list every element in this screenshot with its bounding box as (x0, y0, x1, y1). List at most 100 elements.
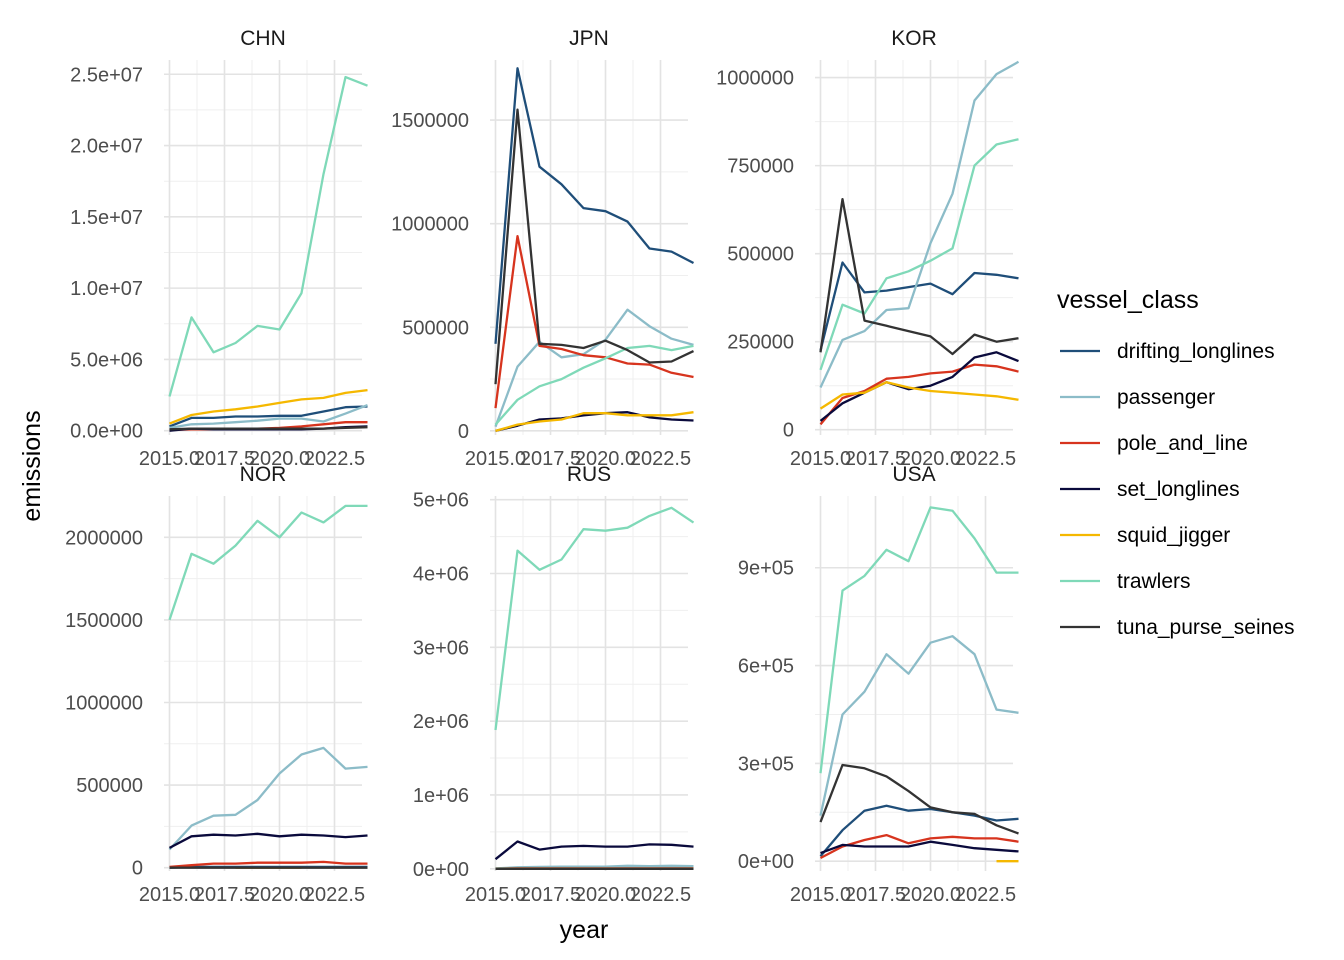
legend-item-passenger: passenger (1060, 386, 1215, 409)
y-tick-label: 5e+06 (413, 490, 469, 512)
y-tick-label: 2000000 (65, 527, 143, 549)
y-tick-label: 1.5e+07 (70, 207, 143, 229)
y-tick-label: 4e+06 (413, 564, 469, 586)
series-line-squid-jigger (495, 411, 694, 433)
x-tick-label: 2022.5 (304, 884, 365, 906)
y-tick-label: 1500000 (65, 610, 143, 632)
series-line-set-longlines (494, 840, 694, 861)
panel-title-kor: KOR (891, 27, 937, 50)
x-tick-label: 2017.5 (520, 448, 581, 470)
panel-rus: RUS0e+001e+062e+063e+064e+065e+062015.02… (413, 463, 695, 906)
x-tick-label: 2015.0 (465, 884, 526, 906)
y-tick-label: 2.5e+07 (70, 64, 143, 86)
y-tick-label: 0 (783, 420, 794, 442)
series-line-tuna-purse-seines (819, 197, 1019, 356)
y-tick-label: 1000000 (65, 692, 143, 714)
y-tick-label: 500000 (76, 775, 143, 797)
series-line-trawlers (168, 504, 368, 621)
x-tick-label: 2022.5 (630, 884, 691, 906)
legend-label-passenger: passenger (1117, 386, 1215, 409)
x-tick-label: 2022.5 (955, 448, 1016, 470)
y-tick-label: 750000 (727, 156, 794, 178)
y-tick-label: 9e+05 (738, 558, 794, 580)
x-axis-title: year (560, 916, 609, 944)
series-line-passenger (495, 864, 694, 870)
series-line-trawlers (819, 138, 1019, 371)
legend-label-trawlers: trawlers (1117, 570, 1191, 593)
gridlines (490, 60, 688, 435)
series-line-set-longlines (819, 351, 1019, 422)
x-tick-label: 2017.5 (194, 884, 255, 906)
panel-title-rus: RUS (567, 463, 611, 486)
legend-title: vessel_class (1057, 286, 1199, 314)
x-tick-label: 2017.5 (845, 448, 906, 470)
y-axis-title: emissions (18, 410, 46, 521)
y-tick-label: 0 (132, 858, 143, 880)
x-tick-label: 2015.0 (790, 448, 851, 470)
series-line-set-longlines (820, 840, 1019, 855)
series-line-passenger (819, 635, 1019, 816)
y-tick-label: 2e+06 (413, 711, 469, 733)
series-line-drifting-longlines (819, 804, 1019, 858)
y-tick-label: 500000 (727, 244, 794, 266)
series-line-passenger (819, 60, 1020, 388)
gridlines (164, 60, 362, 435)
series-line-passenger (168, 746, 368, 851)
panel-nor: NOR 0 500000 1000000 1500000 2000000 2015.0201… (65, 463, 368, 906)
legend-label-tuna-purse-seines: tuna_purse_seines (1117, 616, 1294, 639)
legend: vessel_class drifting_longlines passenger… (1057, 286, 1294, 639)
panel-title-chn: CHN (240, 27, 286, 50)
series-line-trawlers (494, 344, 694, 426)
facet-panels: CHN 0.0e+00 5.0e+06 1.0e+07 1.5e+07 2.0e+07 2.… (65, 27, 1020, 906)
panel-jpn: JPN 0 500000 1000000 1500000 2015.02017.52020… (391, 27, 695, 470)
y-tick-label: 1.0e+07 (70, 278, 143, 300)
y-tick-label: 3e+05 (738, 753, 794, 775)
y-tick-label: 0.0e+00 (70, 421, 143, 443)
x-tick-label: 2015.0 (790, 884, 851, 906)
gridlines (164, 496, 362, 871)
x-tick-label: 2017.5 (520, 884, 581, 906)
series-line-drifting-longlines (819, 261, 1019, 351)
series-line-tuna-purse-seines (169, 426, 368, 431)
y-tick-label: 1e+06 (413, 785, 469, 807)
y-tick-label: 500000 (402, 317, 469, 339)
series-line-trawlers (494, 506, 695, 731)
y-tick-label: 0e+00 (413, 859, 469, 881)
legend-item-trawlers: trawlers (1060, 570, 1191, 593)
x-tick-label: 2015.0 (139, 448, 200, 470)
legend-label-squid-jigger: squid_jigger (1117, 524, 1230, 547)
series-line-pole-and-line (494, 234, 694, 409)
series-line-passenger (494, 308, 694, 428)
x-tick-label: 2022.5 (304, 448, 365, 470)
legend-label-set-longlines: set_longlines (1117, 478, 1240, 501)
x-tick-label: 2015.0 (139, 884, 200, 906)
x-tick-label: 2015.0 (465, 448, 526, 470)
panel-title-usa: USA (892, 463, 935, 486)
gridlines (815, 60, 1013, 435)
y-tick-label: 1000000 (716, 68, 794, 90)
legend-item-pole-and-line: pole_and_line (1060, 432, 1248, 455)
series-line-squid-jigger (819, 381, 1019, 410)
legend-items: drifting_longlines passenger pole_and_line… (1060, 340, 1294, 639)
series-line-set-longlines (168, 832, 368, 849)
x-tick-label: 2020.0 (249, 448, 310, 470)
x-tick-label: 2022.5 (630, 448, 691, 470)
y-tick-label: 2.0e+07 (70, 136, 143, 158)
x-tick-label: 2017.5 (194, 448, 255, 470)
y-tick-label: 6e+05 (738, 656, 794, 678)
legend-item-set-longlines: set_longlines (1060, 478, 1240, 501)
legend-label-drifting-longlines: drifting_longlines (1117, 340, 1275, 363)
series-line-trawlers (819, 506, 1019, 774)
panel-kor: KOR 0 250000 500000 750000 1000000 2015.02017.… (716, 27, 1020, 470)
panel-usa: USA 0e+00 3e+05 6e+05 9e+05 2015.02017.52020.… (738, 463, 1019, 906)
panel-chn: CHN 0.0e+00 5.0e+06 1.0e+07 1.5e+07 2.0e+07 2.… (70, 27, 368, 470)
x-tick-label: 2020.0 (900, 884, 961, 906)
series-line-drifting-longlines (494, 67, 695, 344)
series-line-trawlers (168, 75, 368, 397)
series-line-pole-and-line (819, 833, 1019, 860)
y-tick-label: 5.0e+06 (70, 349, 143, 371)
gridlines (490, 496, 688, 871)
y-tick-label: 250000 (727, 332, 794, 354)
x-tick-label: 2020.0 (900, 448, 961, 470)
